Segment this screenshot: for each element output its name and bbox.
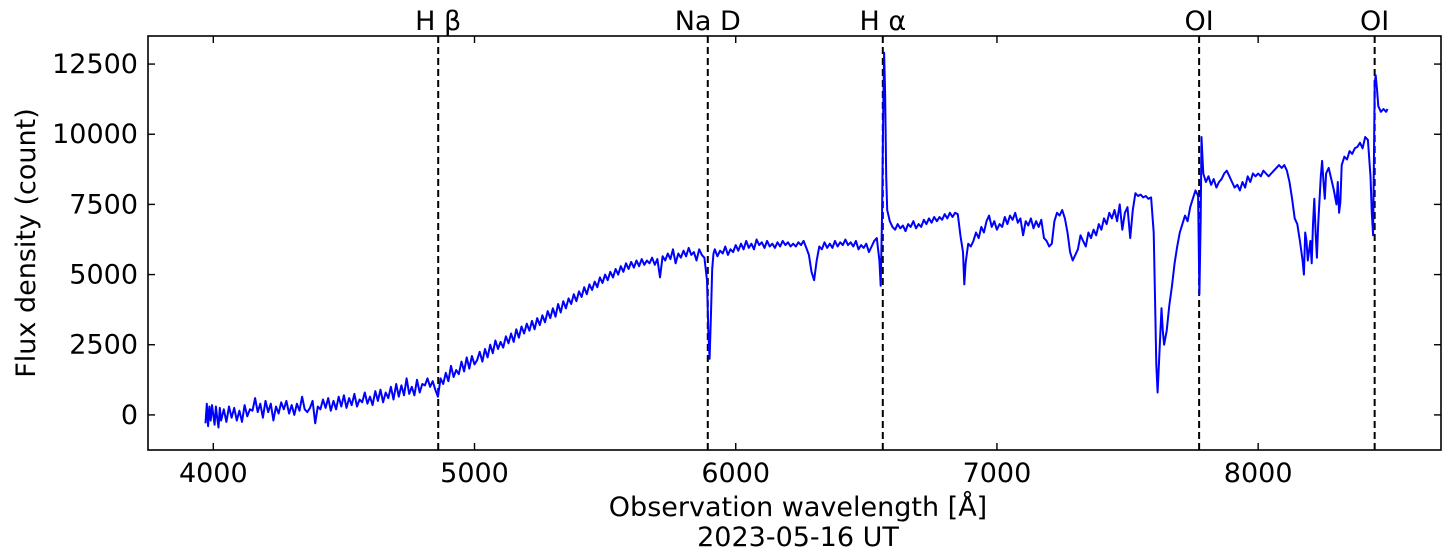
emission-line-label: Na D <box>675 6 741 37</box>
x-tick-label: 5000 <box>440 458 509 489</box>
plot-frame <box>147 35 1442 451</box>
y-tick-label: 0 <box>121 400 138 431</box>
emission-line-markers: H β Na D H α OI OI <box>415 6 1389 450</box>
x-tick-label: 7000 <box>963 458 1032 489</box>
y-axis-label: Flux density (count) <box>11 108 42 378</box>
emission-line-label: OI <box>1360 6 1389 37</box>
chart-subtitle: 2023-05-16 UT <box>697 522 899 551</box>
x-tick-label: 6000 <box>701 458 770 489</box>
x-tick-label: 4000 <box>179 458 248 489</box>
spectrum-line <box>204 51 1389 429</box>
y-tick-label: 12500 <box>52 49 138 80</box>
x-tick-label: 8000 <box>1224 458 1293 489</box>
y-tick-label: 5000 <box>69 260 138 291</box>
x-axis-ticks: 4000 5000 6000 7000 8000 <box>179 36 1293 489</box>
y-tick-label: 2500 <box>69 330 138 361</box>
emission-line-label: H α <box>859 6 906 37</box>
y-tick-label: 10000 <box>52 119 138 150</box>
emission-line-label: OI <box>1185 6 1214 37</box>
emission-line-label: H β <box>415 6 461 37</box>
spectrum-series <box>204 51 1389 429</box>
x-axis-label: Observation wavelength [Å] <box>609 491 987 523</box>
y-tick-label: 7500 <box>69 189 138 220</box>
y-axis-ticks: 0 2500 5000 7500 10000 12500 <box>52 49 1441 431</box>
